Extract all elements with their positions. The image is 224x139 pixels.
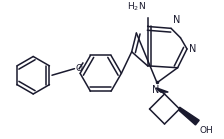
Polygon shape bbox=[179, 107, 199, 125]
Text: N: N bbox=[189, 44, 196, 54]
Text: OH: OH bbox=[199, 126, 213, 135]
Text: H$_2$N: H$_2$N bbox=[127, 1, 146, 13]
Polygon shape bbox=[156, 88, 168, 92]
Text: N: N bbox=[152, 85, 160, 95]
Text: N: N bbox=[173, 15, 180, 25]
Text: O: O bbox=[75, 64, 82, 73]
